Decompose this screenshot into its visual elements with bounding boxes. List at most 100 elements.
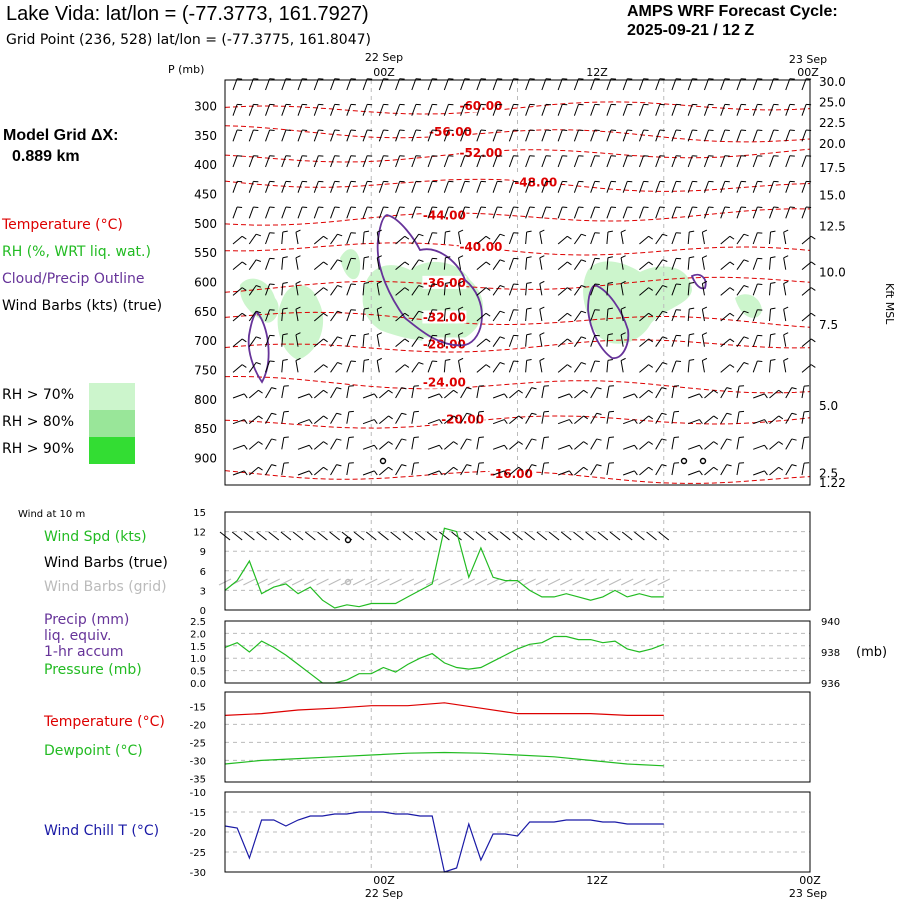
wind-barb [671, 335, 677, 347]
wind-barb [378, 129, 384, 142]
legend-windchill: Wind Chill T (°C) [44, 823, 160, 839]
wind-barb [492, 129, 498, 142]
wind-barb [623, 419, 635, 425]
surface-wind-barb [475, 531, 487, 541]
wind-barb [590, 335, 596, 347]
wind-barb-flag [581, 336, 587, 339]
wind-barb [655, 181, 661, 193]
wind-barb [443, 181, 449, 193]
isotherm-label: -40.00 [459, 240, 502, 254]
wind-barb [573, 259, 582, 270]
wind-barb-flag [323, 235, 328, 240]
wind-barb-flag [596, 464, 602, 467]
wind-barb [492, 259, 501, 270]
wind-barb [753, 444, 765, 450]
panel-frame [224, 620, 811, 684]
wind-barb-flag [323, 466, 328, 471]
wind-barb [671, 386, 675, 399]
wind-barb [458, 360, 462, 373]
wind-barb [362, 283, 365, 296]
legend-liq: liq. equiv. [44, 628, 112, 644]
surface-wind-barb [621, 531, 633, 541]
wind-barb [427, 232, 433, 245]
wind-barb [639, 287, 649, 296]
height-tick-label: 15.0 [819, 189, 846, 203]
wind-barb-flag [702, 280, 708, 284]
wind-barb [525, 129, 531, 142]
wind-barb [557, 393, 570, 399]
panel-frame [224, 511, 811, 611]
wind-barb [362, 360, 365, 373]
wind-barb [687, 78, 693, 91]
pressure-unit-label: (mb) [856, 645, 887, 660]
wind-barb-flag [255, 259, 262, 262]
wind-barb [783, 257, 787, 270]
wind-barb-flag [743, 233, 749, 237]
wind-barb-flag [418, 362, 424, 365]
wind-barb [720, 312, 731, 322]
wind-barb [248, 415, 259, 425]
wind-barb [590, 387, 598, 399]
pressure-tick-label: 700 [194, 334, 217, 348]
wind-barb [785, 78, 791, 91]
surface-wind-barb-grid [340, 578, 354, 586]
legend-wind-barbs-true: Wind Barbs (true) [44, 555, 168, 571]
wind-barb-flag [466, 412, 472, 416]
wind-barb [395, 312, 406, 322]
wind-barb [752, 335, 758, 347]
wind-barb [768, 360, 772, 373]
isotherm-label-bg [458, 240, 503, 254]
wind-barb [248, 466, 259, 476]
wind-barb-flag [764, 393, 768, 399]
wind-barb-flag [662, 362, 668, 365]
wind-barb-flag [485, 364, 491, 368]
wind-barb [736, 155, 742, 168]
surface-wind-barb [536, 531, 548, 541]
wind-barb-flag [295, 255, 301, 259]
wind-barb [687, 334, 690, 347]
wind-barb [395, 129, 401, 142]
wind-barb [671, 463, 675, 476]
wind-barb [720, 387, 728, 399]
wind-barb [769, 466, 779, 476]
wind-barb [508, 206, 514, 219]
wind-barb [346, 129, 352, 142]
temperature-isotherm [224, 311, 811, 328]
wind-barb [574, 441, 584, 450]
wind-barb [606, 206, 612, 219]
wind-barb [785, 206, 791, 219]
pressure-tick-label: 350 [194, 129, 217, 143]
temperature-isotherm [224, 148, 811, 163]
surface-wind-barb-grid [596, 578, 610, 586]
wind-barb [525, 257, 528, 270]
wind-barb [232, 393, 245, 399]
wind-barb-flag [702, 332, 708, 336]
wind-barb [460, 78, 466, 91]
surface-wind-barb-grid [413, 578, 427, 586]
y-tick-label: -10 [190, 788, 206, 799]
wind-barb-flag [569, 393, 573, 399]
wind-barb [395, 181, 401, 193]
wind-barb [525, 309, 528, 322]
surface-wind-barb [646, 531, 657, 541]
wind-barb [541, 181, 547, 193]
surface-wind-barb [585, 531, 596, 541]
wind-barb [378, 466, 389, 476]
pressure-tick-label: 750 [194, 364, 217, 378]
wind-barb [508, 129, 514, 142]
wind-barb [265, 129, 271, 142]
rh80-swatch [89, 410, 135, 437]
wind-barb [492, 206, 498, 219]
wind-barb [622, 181, 628, 193]
wind-barb [785, 104, 791, 116]
wind-barb-flag [729, 364, 735, 368]
wind-barb-flag [503, 470, 508, 476]
legend-wind-barbs: Wind Barbs (kts) (true) [2, 298, 163, 314]
surface-wind-barb-grid [572, 578, 585, 586]
wind-barb [508, 309, 514, 322]
wind-barb [297, 181, 303, 193]
wind-barb [492, 78, 498, 91]
wind-barb-flag [282, 333, 288, 336]
height-tick-label: 30.0 [819, 75, 846, 89]
wind-barb-flag [607, 333, 613, 336]
